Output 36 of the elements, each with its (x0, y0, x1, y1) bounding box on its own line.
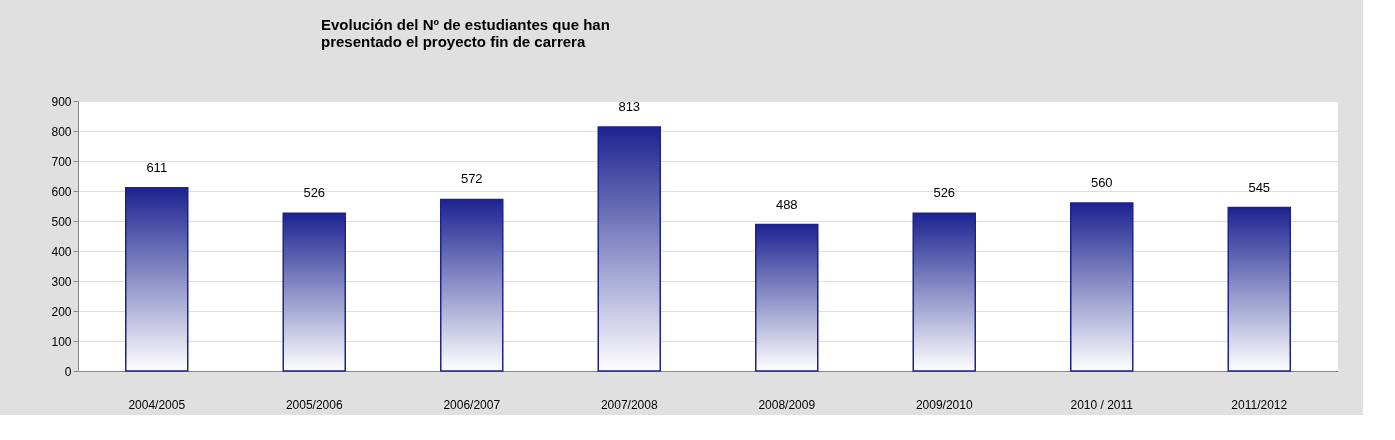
y-tick-label: 300 (51, 274, 72, 289)
y-tick-label: 100 (51, 334, 72, 349)
bar (440, 198, 504, 372)
data-label: 813 (618, 99, 641, 115)
y-tick-label: 800 (51, 124, 72, 139)
data-label: 545 (1248, 179, 1271, 195)
x-tick-label: 2004/2005 (128, 397, 186, 412)
text: presentado el proyecto fin de carrera (320, 33, 586, 50)
bar (1070, 202, 1134, 372)
bar (597, 126, 661, 372)
data-label: 526 (933, 185, 956, 201)
bar (1227, 206, 1291, 372)
bar (125, 186, 189, 372)
bar (755, 223, 819, 372)
y-tick-label: 700 (51, 154, 72, 169)
y-tick-label: 0 (64, 364, 72, 379)
x-tick-label: 2007/2008 (600, 397, 658, 412)
x-tick-label: 2010 / 2011 (1070, 397, 1134, 412)
data-label: 611 (146, 159, 168, 175)
x-tick-label: 2005/2006 (285, 397, 343, 412)
bar (912, 212, 976, 372)
y-tick-label: 200 (51, 304, 72, 319)
bar (282, 212, 346, 372)
x-tick-label: 2006/2007 (443, 397, 501, 412)
x-tick-label: 2011/2012 (1231, 397, 1288, 412)
data-label: 560 (1090, 175, 1113, 190)
data-label: 572 (460, 171, 483, 187)
x-tick-label: 2009/2010 (915, 397, 973, 412)
x-tick-label: 2008/2009 (758, 397, 816, 412)
data-label: 526 (303, 185, 326, 201)
y-tick-label: 500 (51, 214, 72, 229)
text: Evolución del Nº de estudiantes que han (320, 16, 610, 33)
data-label: 488 (775, 196, 798, 212)
y-tick-label: 600 (51, 184, 72, 199)
y-tick-label: 900 (51, 94, 72, 109)
y-tick-label: 400 (51, 244, 72, 259)
